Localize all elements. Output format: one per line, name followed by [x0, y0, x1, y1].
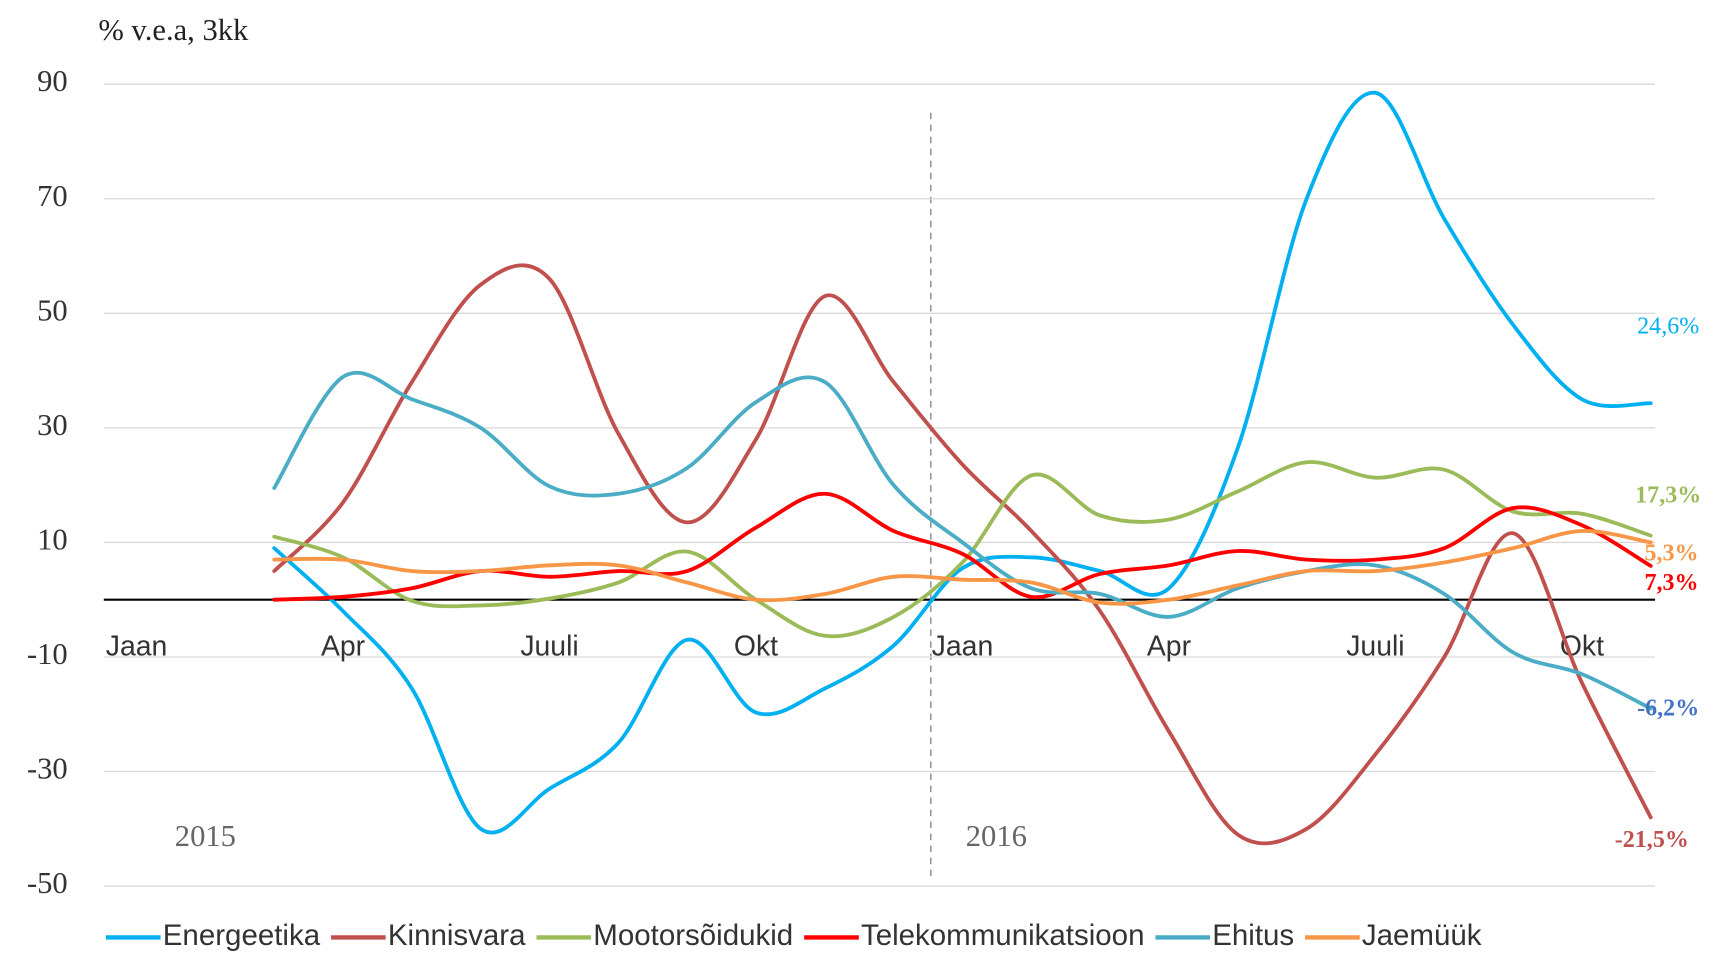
y-axis-label: % v.e.a, 3kk [98, 13, 249, 47]
series-line [272, 460, 1653, 639]
series-line [272, 263, 1653, 846]
y-tick-label: 30 [37, 408, 68, 442]
annotation: -21,5% [1615, 827, 1689, 853]
x-tick-label: Apr [1147, 630, 1191, 662]
y-tick-label: -10 [27, 637, 68, 671]
legend-label: Telekommunikatsioon [861, 919, 1145, 952]
annotation: -6,2% [1637, 696, 1699, 722]
series-line [272, 90, 1653, 835]
x-tick-label: Okt [734, 630, 778, 662]
y-tick-label: 70 [37, 179, 68, 213]
legend-label: Mootorsõidukid [593, 919, 793, 952]
annotation: 24,6% [1637, 313, 1699, 339]
x-tick-label: Juuli [1346, 630, 1404, 662]
year-label: 2015 [175, 819, 236, 853]
legend-label: Energeetika [163, 919, 321, 952]
annotation: 7,3% [1644, 570, 1698, 596]
series-line [272, 491, 1653, 602]
y-tick-label: 10 [37, 522, 68, 556]
y-tick-label: -50 [27, 866, 68, 900]
series-line [272, 529, 1653, 606]
series-line [272, 370, 1653, 711]
annotation: 5,3% [1644, 541, 1698, 567]
x-tick-label: Jaan [932, 630, 994, 662]
x-tick-label: Juuli [520, 630, 578, 662]
y-tick-label: 90 [37, 64, 68, 98]
x-tick-label: Jaan [106, 630, 168, 662]
x-tick-label: Apr [321, 630, 365, 662]
year-label: 2016 [966, 819, 1027, 853]
legend-label: Jaemüük [1362, 919, 1482, 952]
y-tick-label: 50 [37, 293, 68, 327]
legend-label: Ehitus [1212, 919, 1294, 952]
annotation: 17,3% [1635, 483, 1701, 509]
legend-label: Kinnisvara [388, 919, 526, 952]
y-tick-label: -30 [27, 752, 68, 786]
